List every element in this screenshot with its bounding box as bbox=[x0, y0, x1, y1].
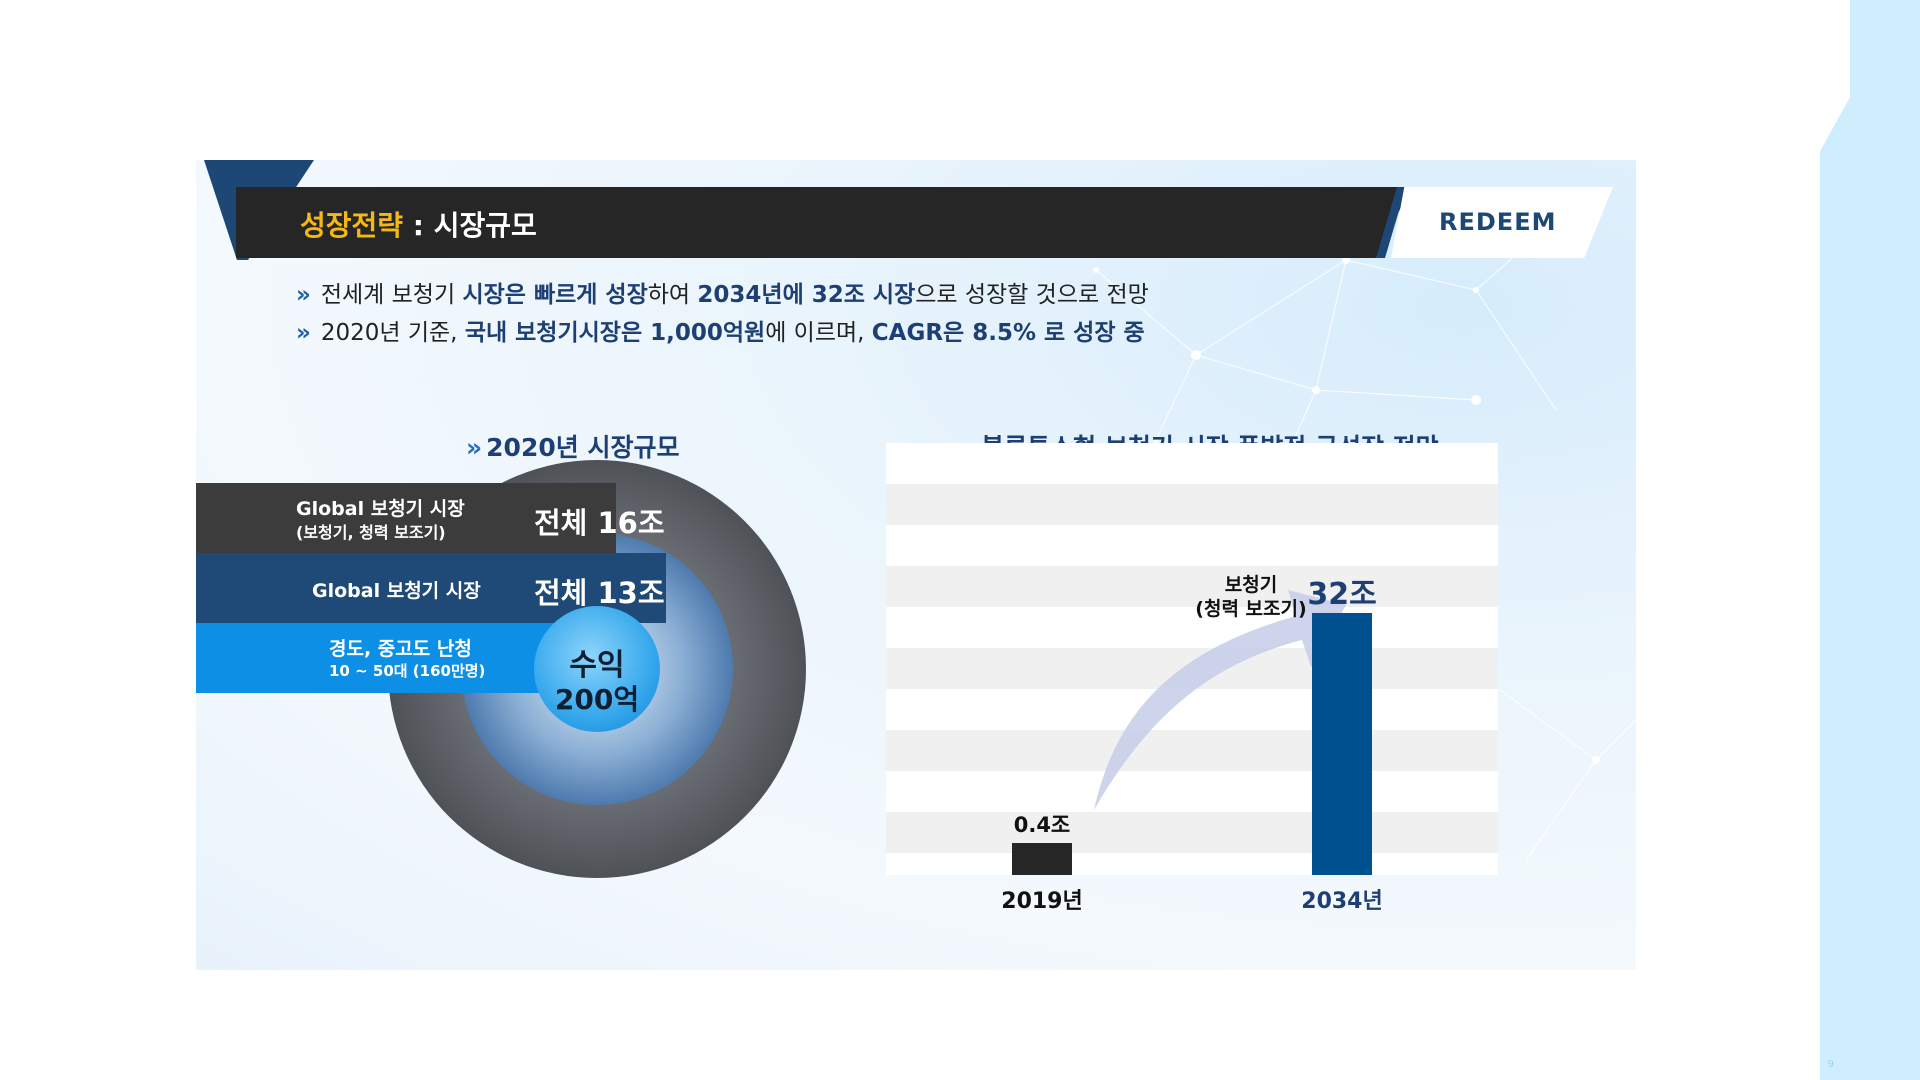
redeem-logo: REDEEM bbox=[1439, 208, 1557, 236]
band-2-total: 전체 13조 bbox=[534, 576, 665, 610]
bullet-1: » 전세계 보청기 시장은 빠르게 성장하여 2034년에 32조 시장으로 성장… bbox=[296, 275, 1149, 309]
chart-stripe bbox=[886, 689, 1498, 730]
bar-category-label: 2034년 bbox=[1301, 889, 1383, 914]
bullet-2-text-c: 에 이르며, bbox=[765, 320, 872, 346]
bullet-1-text-e: 으로 성장할 것으로 전망 bbox=[915, 282, 1149, 308]
page-number: 9 bbox=[1827, 1059, 1834, 1070]
network-background bbox=[1093, 219, 1636, 861]
chart-stripe bbox=[886, 607, 1498, 648]
band-mild-moderate bbox=[196, 623, 556, 693]
bullet-1-text-b: 시장은 빠르게 성장 bbox=[462, 282, 648, 308]
chart-stripe bbox=[886, 566, 1498, 607]
bar-value-label: 32조 bbox=[1307, 577, 1377, 612]
bullet-2-text-b: 국내 보청기시장은 1,000억원 bbox=[464, 320, 766, 346]
arrow-label-line2: (청력 보조기) bbox=[1195, 598, 1307, 620]
bar-value-label: 0.4조 bbox=[1013, 813, 1071, 837]
bar-2019년 bbox=[1012, 843, 1072, 875]
bullet-2-text-a: 2020년 기준, bbox=[320, 320, 465, 346]
page-title: 성장전략 : 시장규모 bbox=[300, 204, 537, 244]
band-1-label: Global 보청기 시장 bbox=[296, 498, 465, 520]
growth-arrow bbox=[1094, 590, 1346, 810]
chart-stripe bbox=[886, 525, 1498, 566]
chart-canvas bbox=[886, 443, 1498, 875]
bar-2034년 bbox=[1312, 613, 1372, 875]
chart-stripe bbox=[886, 484, 1498, 525]
inner-circle bbox=[534, 606, 660, 732]
bullet-1-text-d: 2034년에 32조 시장 bbox=[697, 282, 916, 308]
bullet-1-text-a: 전세계 보청기 bbox=[320, 282, 463, 308]
chart-stripe bbox=[886, 730, 1498, 771]
bar-category-label: 2019년 bbox=[1001, 889, 1083, 914]
chevron-double-right-icon: » bbox=[296, 320, 311, 346]
chart-stripe bbox=[886, 443, 1498, 484]
title-accent-text: 성장전략 bbox=[300, 209, 404, 242]
title-bar bbox=[236, 187, 1411, 258]
chart-stripe bbox=[886, 853, 1498, 875]
bullet-2-text-d: CAGR은 8.5% 로 성장 중 bbox=[871, 320, 1145, 346]
chart-stripe bbox=[886, 771, 1498, 812]
band-global-all bbox=[196, 483, 616, 553]
bullet-2: » 2020년 기준, 국내 보청기시장은 1,000억원에 이르며, CAGR은… bbox=[296, 313, 1145, 347]
chart-stripe bbox=[886, 812, 1498, 853]
revenue-value: 200억 bbox=[554, 683, 640, 716]
title-rest-text: : 시장규모 bbox=[403, 209, 537, 242]
bullet-1-text-c: 하여 bbox=[647, 282, 698, 308]
band-2-label: Global 보청기 시장 bbox=[312, 580, 481, 602]
band-3-sublabel: 10 ~ 50대 (160만명) bbox=[329, 662, 486, 680]
band-1-total: 전체 16조 bbox=[534, 506, 665, 540]
decorative-side-panel bbox=[1820, 0, 1920, 1080]
band-1-sublabel: (보청기, 청력 보조기) bbox=[296, 523, 446, 542]
chevron-double-right-icon: » bbox=[466, 433, 483, 462]
chevron-double-right-icon: » bbox=[296, 282, 311, 308]
arrow-label-line1: 보청기 bbox=[1224, 574, 1278, 596]
market-size-heading-text: 2020년 시장규모 bbox=[486, 433, 680, 462]
logo-box bbox=[1391, 187, 1613, 258]
band-3-label: 경도, 중고도 난청 bbox=[329, 638, 472, 660]
slide: 성장전략 : 시장규모 REDEEM » 전세계 보청기 시장은 빠르게 성장하여… bbox=[196, 160, 1636, 970]
growth-bar-chart: 보청기 (청력 보조기) 0.4조 32조 2019년 2034년 bbox=[846, 420, 1596, 914]
revenue-label: 수익 bbox=[569, 648, 625, 683]
market-size-heading: » 2020년 시장규모 bbox=[466, 428, 679, 464]
